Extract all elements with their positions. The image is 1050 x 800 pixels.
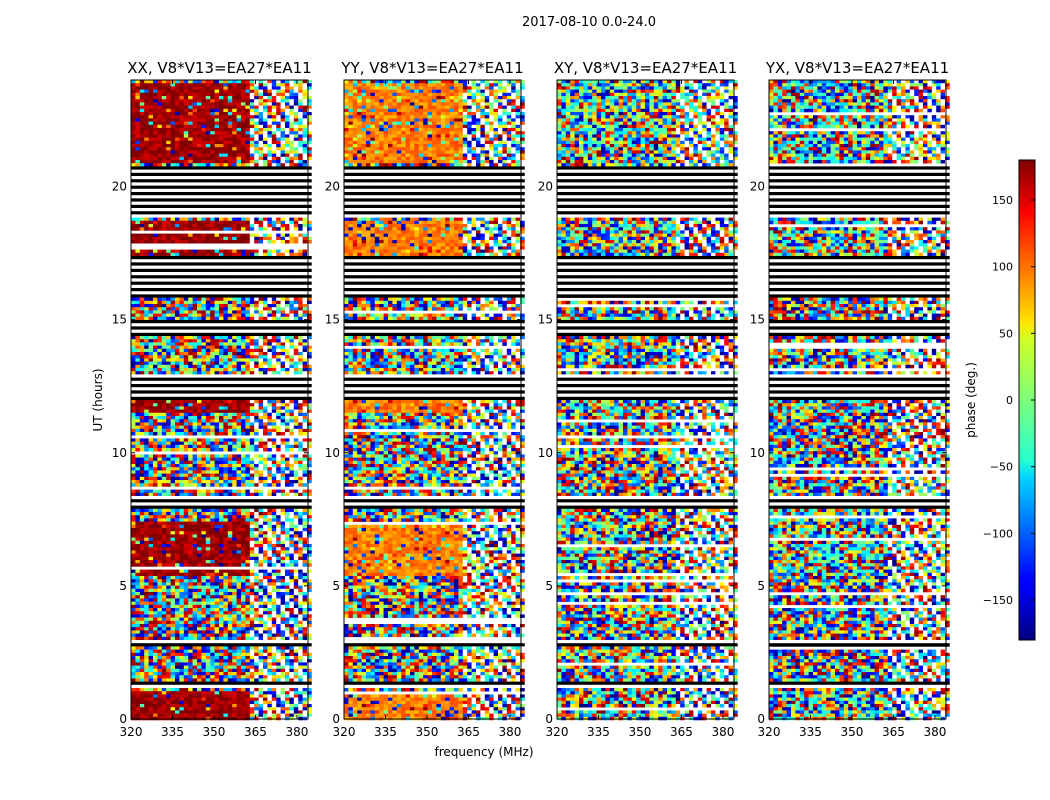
y-tick-label: 10	[750, 446, 765, 460]
panel-3: YX, V8*V13=EA27*EA11 320 335 350 365 380 0 5 10 1…	[750, 59, 950, 739]
x-tick-label: 365	[670, 725, 693, 739]
y-tick-label: 10	[538, 446, 553, 460]
y-tick-label: 10	[112, 446, 127, 460]
panel-title: YY, V8*V13=EA27*EA11	[340, 59, 523, 77]
x-tick-label: 380	[711, 725, 734, 739]
phase-heatmap	[131, 80, 312, 720]
colorbar-tick-label: 150	[992, 194, 1013, 207]
x-tick-label: 380	[498, 725, 521, 739]
x-tick-label: 365	[457, 725, 480, 739]
y-axis-label: UT (hours)	[91, 368, 105, 431]
y-tick-label: 15	[538, 313, 553, 327]
y-tick-label: 5	[757, 579, 765, 593]
phase-heatmap	[344, 80, 525, 720]
y-tick-label: 10	[325, 446, 340, 460]
x-tick-label: 335	[587, 725, 610, 739]
colorbar-tick-label: 0	[1006, 394, 1013, 407]
panel-2: XY, V8*V13=EA27*EA11 320 335 350 365 380 0 5 10 1…	[538, 59, 738, 739]
y-tick-label: 0	[332, 712, 340, 726]
x-axis-label: frequency (MHz)	[434, 745, 533, 759]
y-tick-label: 20	[750, 180, 765, 194]
x-tick-label: 320	[333, 725, 356, 739]
y-tick-label: 15	[325, 313, 340, 327]
x-tick-label: 380	[923, 725, 946, 739]
phase-heatmap	[557, 80, 738, 720]
panels: XX, V8*V13=EA27*EA11 320 335 350 365 380 0 5 10 1…	[112, 59, 950, 739]
panel-1: YY, V8*V13=EA27*EA11 320 335 350 365 380 0 5 10 1…	[325, 59, 525, 739]
x-tick-label: 350	[629, 725, 652, 739]
colorbar-tick-label: −150	[983, 594, 1013, 607]
y-tick-label: 0	[119, 712, 127, 726]
x-tick-label: 320	[120, 725, 143, 739]
y-tick-label: 20	[325, 180, 340, 194]
x-tick-label: 320	[546, 725, 569, 739]
y-tick-label: 20	[112, 180, 127, 194]
y-tick-label: 0	[757, 712, 765, 726]
x-tick-label: 335	[161, 725, 184, 739]
panel-title: XX, V8*V13=EA27*EA11	[127, 59, 311, 77]
y-tick-label: 5	[119, 579, 127, 593]
x-tick-label: 335	[799, 725, 822, 739]
colorbar-tick-label: 100	[992, 261, 1013, 274]
x-tick-label: 380	[285, 725, 308, 739]
phase-heatmap	[769, 80, 950, 720]
colorbar-tick-label: −50	[990, 461, 1013, 474]
y-tick-label: 15	[750, 313, 765, 327]
x-tick-label: 350	[841, 725, 864, 739]
x-tick-label: 365	[882, 725, 905, 739]
figure: 2017-08-10 0.0-24.0 frequency (MHz) UT (…	[0, 0, 1050, 800]
y-tick-label: 0	[545, 712, 553, 726]
panel-title: YX, V8*V13=EA27*EA11	[765, 59, 949, 77]
x-tick-label: 350	[416, 725, 439, 739]
panel-0: XX, V8*V13=EA27*EA11 320 335 350 365 380 0 5 10 1…	[112, 59, 312, 739]
x-tick-label: 320	[758, 725, 781, 739]
colorbar-label: phase (deg.)	[964, 362, 978, 438]
x-tick-label: 350	[203, 725, 226, 739]
colorbar-tick-label: 50	[999, 327, 1013, 340]
panel-title: XY, V8*V13=EA27*EA11	[554, 59, 737, 77]
x-tick-label: 365	[244, 725, 267, 739]
colorbar: 150 100 50 0 −50 −100 −150 phase (deg.)	[964, 160, 1035, 640]
y-tick-label: 5	[332, 579, 340, 593]
figure-suptitle: 2017-08-10 0.0-24.0	[522, 15, 656, 30]
y-tick-label: 5	[545, 579, 553, 593]
y-tick-label: 20	[538, 180, 553, 194]
y-tick-label: 15	[112, 313, 127, 327]
colorbar-tick-label: −100	[983, 527, 1013, 540]
x-tick-label: 335	[374, 725, 397, 739]
